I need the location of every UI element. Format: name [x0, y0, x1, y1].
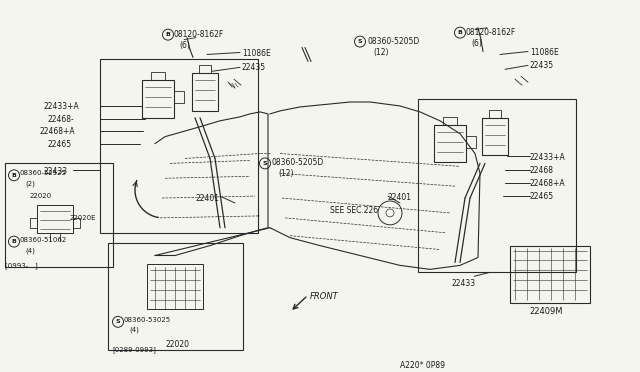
Text: 08360-51062: 08360-51062 — [20, 237, 67, 243]
Text: (12): (12) — [373, 48, 388, 57]
Text: 11086E: 11086E — [242, 48, 271, 58]
Bar — [151, 72, 165, 80]
Text: B: B — [166, 32, 170, 37]
Text: 22435: 22435 — [242, 63, 266, 73]
Text: 22468: 22468 — [530, 166, 554, 175]
Text: A220* 0P89: A220* 0P89 — [400, 362, 445, 371]
Text: (6): (6) — [179, 41, 190, 49]
Text: 22435: 22435 — [530, 61, 554, 70]
Text: 08360-52525: 08360-52525 — [20, 170, 67, 176]
Bar — [466, 136, 476, 148]
Text: S: S — [262, 161, 268, 166]
Text: (4): (4) — [25, 248, 35, 254]
Text: FRONT: FRONT — [310, 292, 339, 301]
Text: 22409M: 22409M — [529, 307, 563, 316]
Bar — [418, 99, 576, 272]
Bar — [30, 218, 37, 228]
Bar — [73, 218, 80, 228]
Text: 22020: 22020 — [165, 340, 189, 349]
Text: 22433+A: 22433+A — [44, 102, 80, 111]
Bar — [192, 73, 218, 111]
Bar — [482, 118, 508, 155]
Text: S: S — [358, 39, 362, 44]
Text: 22465: 22465 — [48, 140, 72, 149]
Text: B: B — [12, 173, 17, 178]
Text: (2): (2) — [25, 180, 35, 187]
Bar — [37, 205, 73, 233]
Text: 08120-8162F: 08120-8162F — [174, 30, 224, 39]
Text: (12): (12) — [278, 169, 294, 178]
Text: 11086E: 11086E — [530, 48, 559, 57]
Text: SEE SEC.226: SEE SEC.226 — [330, 206, 378, 215]
Bar — [510, 246, 590, 303]
Bar — [489, 110, 501, 118]
Bar — [199, 65, 211, 73]
Text: 22433: 22433 — [452, 279, 476, 288]
Text: B: B — [458, 30, 463, 35]
Text: (4): (4) — [129, 327, 139, 333]
Text: 22433: 22433 — [44, 167, 68, 176]
Text: [0289-0993]: [0289-0993] — [112, 347, 156, 353]
Text: 22468+A: 22468+A — [40, 127, 76, 136]
Text: S: S — [116, 319, 120, 324]
Text: 22020E: 22020E — [70, 215, 97, 221]
Text: 08120-8162F: 08120-8162F — [466, 28, 516, 37]
Text: 08360-5205D: 08360-5205D — [272, 158, 324, 167]
Text: 22433+A: 22433+A — [530, 154, 566, 163]
Text: 22020: 22020 — [30, 193, 52, 199]
Text: 08360-53025: 08360-53025 — [124, 317, 171, 323]
Text: 22401: 22401 — [195, 194, 219, 203]
Bar — [434, 125, 466, 163]
Text: 22468+A: 22468+A — [530, 179, 566, 188]
Bar — [100, 60, 258, 233]
Text: 22468-: 22468- — [48, 115, 75, 124]
Text: 08360-5205D: 08360-5205D — [367, 36, 419, 46]
Text: (6): (6) — [471, 39, 482, 48]
Text: 22401: 22401 — [388, 193, 412, 202]
Bar — [443, 117, 457, 125]
Text: B: B — [12, 239, 17, 244]
Bar — [142, 80, 174, 118]
Bar — [108, 243, 243, 350]
Text: [0993-   ]: [0993- ] — [5, 262, 38, 269]
Bar — [147, 264, 203, 309]
Bar — [174, 91, 184, 103]
Bar — [5, 163, 113, 267]
Text: 22465: 22465 — [530, 192, 554, 201]
